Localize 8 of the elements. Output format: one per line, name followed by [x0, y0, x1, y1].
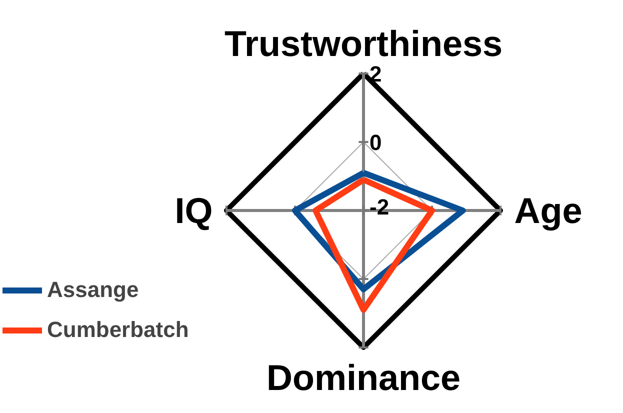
- spoke-label: IQ: [174, 190, 213, 231]
- spoke-label: Trustworthiness: [224, 22, 503, 64]
- spoke-label: Age: [514, 190, 582, 231]
- y-tick-label: 0: [370, 130, 382, 155]
- y-tick-label: -2: [370, 194, 390, 220]
- spoke-label: Dominance: [266, 357, 461, 398]
- legend-label: Cumberbatch: [47, 317, 189, 343]
- legend-label: Assange: [47, 277, 139, 303]
